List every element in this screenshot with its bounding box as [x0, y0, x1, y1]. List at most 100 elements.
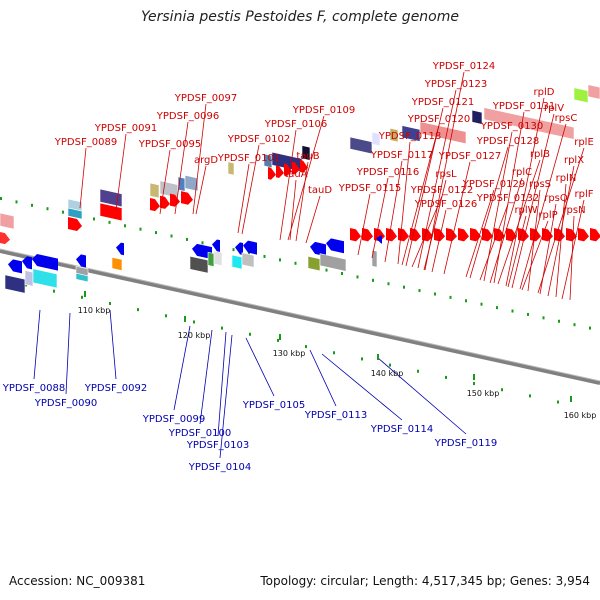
gene-reverse [207, 251, 215, 267]
guide-dot [389, 363, 391, 367]
gene-reverse [111, 256, 123, 271]
leader-line [115, 133, 127, 211]
gene-label: YPDSF_0101 [217, 153, 280, 164]
leader-line [174, 121, 189, 215]
guide-dot [0, 197, 2, 200]
gene-label: rpsS [529, 179, 551, 190]
leader-line [309, 349, 337, 407]
gene-reverse [235, 242, 243, 256]
gene-forward [554, 228, 565, 242]
gene-forward [67, 207, 83, 220]
gene-reverse [213, 250, 223, 267]
gene-forward [386, 228, 397, 242]
gene-label: YPDSF_0120 [407, 114, 470, 125]
guide-dot [434, 292, 436, 296]
gene-label: YPDSF_0113 [304, 410, 367, 421]
gene-forward [566, 228, 577, 242]
gene-forward [301, 145, 311, 161]
map-title: Yersinia pestis Pestoides F, complete ge… [141, 9, 459, 25]
guide-dot [221, 326, 223, 330]
gene-label: YPDSF_0109 [292, 105, 355, 116]
leader-line [357, 193, 371, 256]
gene-label: rpsQ [544, 193, 568, 204]
gene-forward [181, 191, 193, 205]
leader-line [469, 146, 509, 279]
tick-label: 150 kbp [467, 389, 500, 398]
guide-dot [529, 394, 531, 398]
leader-line [547, 165, 575, 297]
gene-reverse [24, 270, 34, 287]
gene-forward [292, 161, 300, 175]
gene-label: YPDSF_0129 [462, 179, 525, 190]
gene-label: YPDSF_0127 [438, 151, 501, 162]
gene-forward [68, 217, 82, 232]
leader-line [431, 209, 447, 273]
gene-forward [371, 131, 381, 147]
leader-line [377, 357, 467, 435]
leader-line [505, 97, 545, 287]
leader-line [159, 149, 171, 215]
gene-label: YPDSF_0115 [338, 183, 401, 194]
gene-forward [362, 228, 373, 242]
guide-dot [305, 345, 307, 349]
gene-label: YPDSF_0123 [424, 79, 487, 90]
guide-dot [445, 375, 447, 379]
gene-label: YPDSF_0088 [2, 383, 65, 394]
gene-reverse [8, 259, 22, 274]
gene-forward [506, 228, 517, 242]
gene-label: YPDSF_0091 [94, 123, 157, 134]
leader-line [465, 189, 495, 278]
gene-reverse [32, 268, 58, 289]
gene-reverse [32, 254, 58, 271]
guide-dot [341, 272, 343, 276]
guide-dot [325, 268, 328, 272]
guide-dot [511, 309, 514, 313]
gene-forward [458, 228, 469, 242]
gene-label: rplW [514, 205, 537, 216]
leader-line [237, 163, 250, 234]
gene-label: rplN [556, 173, 577, 184]
gene-label: YPDSF_0114 [370, 424, 433, 435]
guide-dot [124, 224, 126, 228]
tick-label: 160 kbp [564, 411, 597, 420]
guide-dot [277, 338, 279, 342]
guide-dot [294, 261, 297, 265]
guide-dot [137, 308, 139, 312]
leader-line [539, 203, 557, 295]
guide-dot [109, 301, 111, 305]
gene-reverse [243, 240, 257, 255]
guide-dot [333, 351, 335, 355]
leader-line [295, 161, 309, 242]
leader-line [289, 179, 297, 241]
gene-label: tauA [284, 169, 307, 180]
genome-summary-text: Topology: circular; Length: 4,517,345 bp… [260, 574, 590, 588]
guide-dot [403, 285, 405, 289]
gene-forward [590, 228, 600, 242]
gene-reverse [76, 254, 86, 268]
guide-dot [480, 302, 483, 306]
gene-label: rpsL [435, 169, 457, 180]
guide-dot [31, 203, 33, 207]
leader-line [443, 161, 471, 275]
guide-dot [418, 289, 421, 293]
gene-reverse [212, 239, 220, 253]
gene-label: rplF [575, 189, 594, 200]
backbone-highlight [0, 248, 600, 382]
gene-forward [578, 228, 589, 242]
gene-forward [350, 228, 361, 242]
gene-label: YPDSF_0126 [414, 199, 477, 210]
leader-line [424, 71, 465, 271]
gene-forward [276, 165, 284, 178]
leader-line [279, 129, 297, 241]
tick-label: 130 kbp [273, 349, 306, 358]
guide-dot [361, 357, 363, 361]
gene-reverse [116, 242, 124, 256]
leader-line [287, 115, 325, 241]
guide-dot [417, 369, 419, 373]
leader-line [521, 220, 549, 291]
leader-line [423, 179, 447, 271]
gene-label: argD [194, 155, 218, 166]
gene-label: YPDSF_0124 [432, 61, 495, 72]
guide-dot [232, 248, 235, 252]
tick-mark [473, 374, 475, 380]
